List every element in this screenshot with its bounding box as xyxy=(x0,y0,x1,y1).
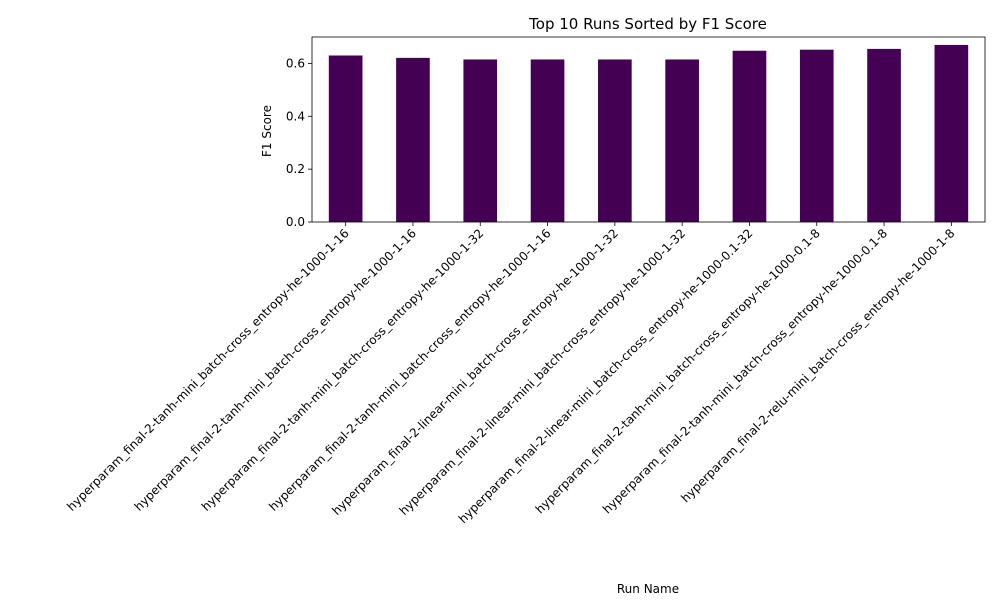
y-tick-label: 0.2 xyxy=(286,162,305,176)
bar-6 xyxy=(665,59,699,222)
chart-title: Top 10 Runs Sorted by F1 Score xyxy=(528,15,767,33)
bar-10 xyxy=(934,44,969,222)
y-axis-label: F1 Score xyxy=(260,105,274,157)
y-tick-label: 0.6 xyxy=(286,56,305,70)
bar-9 xyxy=(867,48,901,223)
y-tick-label: 0.4 xyxy=(286,109,305,123)
x-axis-label: Run Name xyxy=(617,582,679,596)
bar-7 xyxy=(732,50,767,222)
bar-3 xyxy=(463,59,498,222)
bars xyxy=(328,44,969,223)
bar-2 xyxy=(396,57,430,222)
plot-frame xyxy=(311,36,986,223)
y-axis-ticks: 0.0 0.2 0.4 0.6 xyxy=(286,56,312,229)
y-tick-label: 0.0 xyxy=(286,215,305,229)
bar-1 xyxy=(328,55,363,222)
bar-8 xyxy=(799,49,834,222)
x-axis-ticks: hyperparam_final-2-tanh-mini_batch-cross… xyxy=(64,222,957,526)
bar-5 xyxy=(598,59,632,222)
bar-4 xyxy=(530,59,565,222)
